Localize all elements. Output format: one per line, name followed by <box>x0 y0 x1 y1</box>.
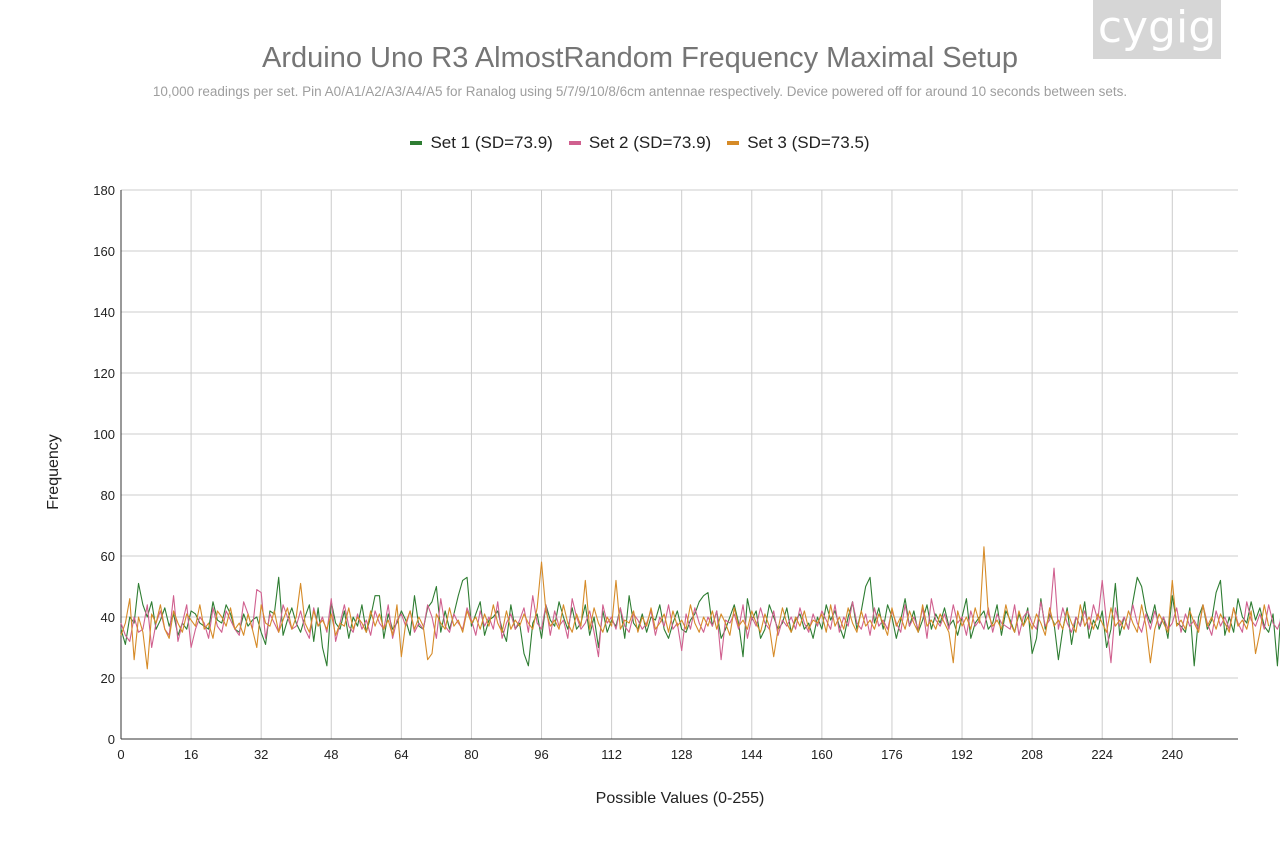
x-tick-label: 160 <box>811 747 833 762</box>
x-tick-label: 32 <box>254 747 268 762</box>
x-tick-label: 0 <box>117 747 124 762</box>
chart-title: Arduino Uno R3 AlmostRandom Frequency Ma… <box>262 42 1018 74</box>
y-tick-label: 0 <box>108 732 115 747</box>
brand-logo: cygig <box>1093 0 1221 59</box>
x-axis-title: Possible Values (0-255) <box>595 790 765 807</box>
y-axis-title: Frequency <box>45 434 62 510</box>
y-tick-label: 100 <box>93 427 115 442</box>
y-tick-label: 180 <box>93 183 115 198</box>
series-line-set-1 <box>120 576 1280 667</box>
legend-item-set-3[interactable]: Set 3 (SD=73.5) <box>727 133 870 153</box>
legend-item-set-2[interactable]: Set 2 (SD=73.9) <box>568 133 712 153</box>
x-tick-label: 80 <box>464 747 478 762</box>
x-tick-label: 48 <box>324 747 338 762</box>
series-line-set-2 <box>120 567 1280 664</box>
chart-subtitle: 10,000 readings per set. Pin A0/A1/A2/A3… <box>152 84 1128 99</box>
x-tick-label: 240 <box>1161 747 1183 762</box>
x-tick-label: 208 <box>1021 747 1043 762</box>
legend-swatch-set-1 <box>410 141 423 145</box>
x-tick-label: 224 <box>1091 747 1113 762</box>
x-tick-label: 176 <box>881 747 903 762</box>
chart-legend: Set 1 (SD=73.9) Set 2 (SD=73.9) Set 3 (S… <box>0 133 1280 153</box>
legend-swatch-set-2 <box>568 141 581 145</box>
x-tick-label: 96 <box>534 747 548 762</box>
y-tick-label: 40 <box>101 610 115 625</box>
series-line-set-3 <box>120 546 1270 670</box>
y-tick-label: 140 <box>93 305 115 320</box>
legend-swatch-set-3 <box>727 141 740 145</box>
y-tick-label: 80 <box>101 488 115 503</box>
legend-label-set-2: Set 2 (SD=73.9) <box>588 133 712 152</box>
y-tick-label: 120 <box>93 366 115 381</box>
x-tick-label: 128 <box>671 747 693 762</box>
y-tick-label: 60 <box>101 549 115 564</box>
x-tick-label: 16 <box>184 747 198 762</box>
legend-label-set-1: Set 1 (SD=73.9) <box>430 133 553 152</box>
x-tick-label: 144 <box>741 747 763 762</box>
x-tick-label: 64 <box>394 747 408 762</box>
legend-item-set-1[interactable]: Set 1 (SD=73.9) <box>410 133 553 153</box>
y-tick-label: 20 <box>101 671 115 686</box>
legend-label-set-3: Set 3 (SD=73.5) <box>747 133 870 152</box>
x-tick-label: 192 <box>951 747 973 762</box>
x-tick-label: 112 <box>601 747 622 762</box>
y-tick-label: 160 <box>93 244 115 259</box>
